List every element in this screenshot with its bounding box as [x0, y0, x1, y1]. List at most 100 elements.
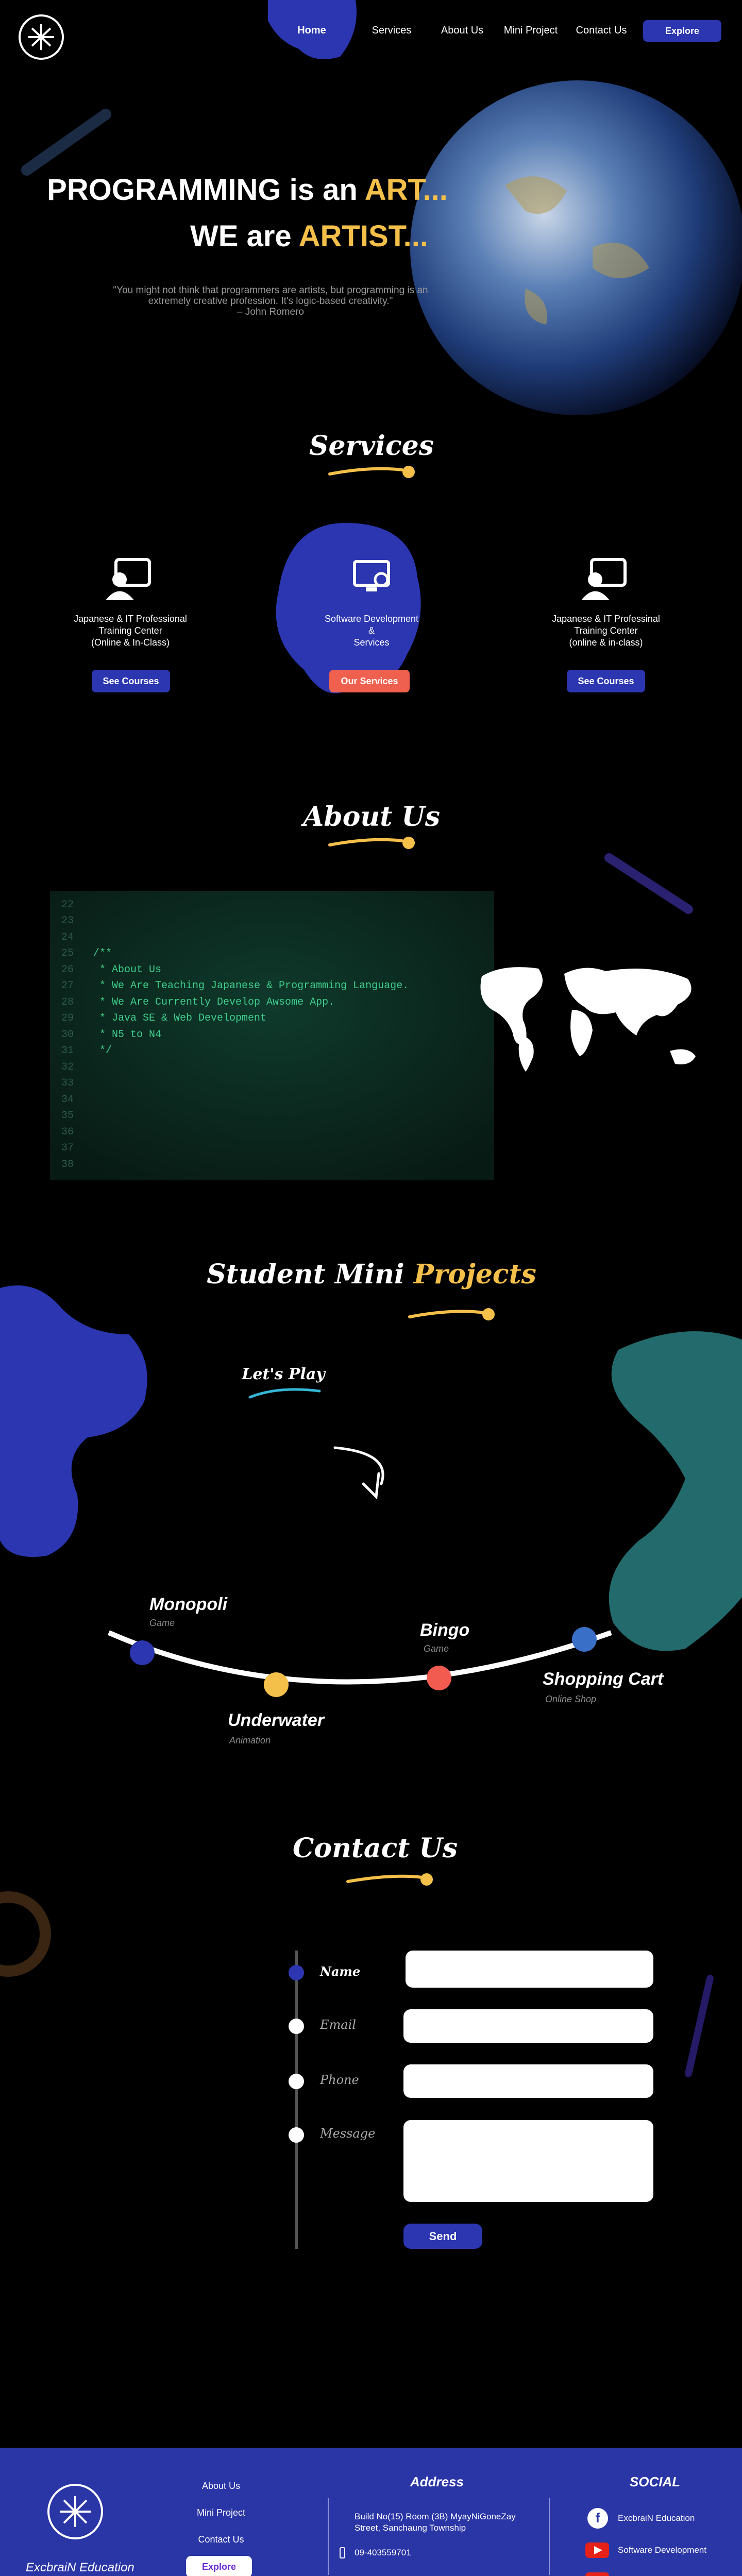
quote: "You might not think that programmers ar…: [113, 285, 428, 307]
code-line: */: [93, 1045, 112, 1057]
line-number: 28: [61, 996, 74, 1008]
line-number: 23: [61, 915, 74, 927]
hero-accent: ART...: [364, 173, 448, 207]
code-line: * We Are Teaching Japanese & Programming…: [93, 980, 409, 992]
nav-link[interactable]: Services: [372, 25, 412, 36]
title-text: Student Mini: [207, 1259, 414, 1290]
footer-brand: ExcbraiN Education: [26, 2561, 134, 2574]
project-kind: Animation: [229, 1735, 271, 1745]
field-label: Name: [320, 1964, 361, 1979]
line-number: 25: [61, 947, 74, 959]
social-icons: f: [585, 2508, 609, 2576]
address: Build No(15) Room (3B) MyayNiGoneZay Str…: [355, 2512, 516, 2533]
code-line: /**: [93, 947, 112, 959]
project-name[interactable]: Shopping Cart: [543, 1669, 664, 1689]
project-blob-right: [609, 1331, 742, 1651]
nav-link[interactable]: Home: [297, 25, 326, 36]
arrow: [333, 1446, 384, 1500]
underlines: [328, 467, 486, 1883]
field-label: Message: [320, 2126, 376, 2141]
service-button[interactable]: See Courses: [92, 670, 170, 692]
project-kind: Online Shop: [545, 1694, 597, 1704]
service-text: Japanese & IT Professional Training Cent…: [74, 614, 187, 648]
line-number: 36: [61, 1126, 74, 1138]
nav-blob: [268, 0, 357, 59]
phone: 09-403559701: [355, 2548, 411, 2557]
line-number: 30: [61, 1028, 74, 1041]
phone-input[interactable]: [403, 2064, 653, 2098]
project-name[interactable]: Bingo: [420, 1620, 470, 1640]
line-number: 27: [61, 980, 74, 992]
line-number: 32: [61, 1061, 74, 1073]
underline-dots: [402, 466, 495, 1886]
footer-link[interactable]: Contact Us: [198, 2534, 244, 2545]
section-title: About Us: [303, 801, 440, 833]
form-dot: [289, 1965, 304, 1980]
project-dot: [427, 1666, 451, 1690]
footer-logo: [47, 2484, 103, 2539]
line-number: 35: [61, 1110, 74, 1122]
service-button[interactable]: Our Services: [329, 670, 410, 692]
project-name[interactable]: Underwater: [228, 1710, 325, 1730]
form-dot: [289, 2127, 304, 2143]
subtitle: Let's Play: [242, 1365, 325, 1383]
line-number: 29: [61, 1012, 74, 1024]
quote-author: – John Romero: [237, 307, 304, 317]
footer-heading: SOCIAL: [629, 2474, 681, 2489]
nav-link[interactable]: Contact Us: [576, 25, 627, 36]
service-text: Japanese & IT Professinal Training Cente…: [552, 614, 660, 648]
code-text: /** * About Us * We Are Teaching Japanes…: [93, 945, 409, 1059]
section-title: Services: [309, 430, 434, 462]
line-number: 22: [61, 899, 74, 911]
hero-text: WE are: [190, 219, 299, 253]
project-kind: Game: [149, 1618, 175, 1628]
service-blob: [276, 522, 421, 693]
line-number: 33: [61, 1077, 74, 1089]
hero-quote: "You might not think that programmers ar…: [100, 285, 441, 317]
project-name[interactable]: Monopoli: [149, 1595, 228, 1614]
nav-link[interactable]: About Us: [441, 25, 484, 36]
footer-link[interactable]: About Us: [201, 2481, 241, 2491]
footer-link[interactable]: Mini Project: [196, 2507, 246, 2518]
svg-text:f: f: [596, 2510, 600, 2526]
phone-icon: [340, 2547, 345, 2558]
project-kind: Game: [424, 1643, 449, 1654]
deco-ring: [0, 1891, 51, 1977]
hero-accent: ARTIST...: [298, 219, 428, 253]
line-number: 31: [61, 1045, 74, 1057]
world-map: [480, 967, 696, 1072]
line-numbers: 21 22 23 24 25 26 27 28 29 30 31 32 33 34 35 36 37 38: [55, 891, 74, 1173]
explore-button[interactable]: Explore: [643, 20, 721, 42]
deco-line: [21, 109, 111, 176]
service-button[interactable]: See Courses: [567, 670, 645, 692]
project-blob-left: [0, 1285, 147, 1557]
code-line: * We Are Currently Develop Awsome App.: [93, 996, 335, 1008]
deco-line: [685, 1975, 714, 2077]
code-line: * About Us: [93, 963, 162, 976]
deco-line: [604, 853, 693, 914]
form-dot: [289, 2074, 304, 2089]
section-title: Contact Us: [293, 1833, 458, 1864]
code-box: [50, 891, 494, 1180]
project-dot: [572, 1627, 597, 1652]
line-number: 21: [55, 891, 74, 897]
project-curve: [108, 1630, 612, 1685]
code-line: * Java SE & Web Development: [93, 1012, 267, 1024]
social-link[interactable]: Software Development: [618, 2545, 706, 2555]
email-input[interactable]: [403, 2009, 653, 2043]
footer-explore[interactable]: Explore: [186, 2556, 252, 2576]
form-dot: [289, 2019, 304, 2034]
name-input[interactable]: [406, 1951, 653, 1988]
social-link[interactable]: ExcbraiN Education: [618, 2513, 695, 2523]
send-button[interactable]: Send: [403, 2224, 482, 2249]
line-number: 24: [61, 931, 74, 943]
message-input[interactable]: [403, 2120, 653, 2202]
footer-bg: [0, 2448, 742, 2576]
footer-heading: Address: [410, 2474, 464, 2489]
nav-link[interactable]: Mini Project: [503, 25, 558, 36]
line-number: 38: [61, 1158, 74, 1171]
field-label: Email: [320, 2018, 356, 2032]
social-link[interactable]: Japanese: [618, 2575, 656, 2576]
